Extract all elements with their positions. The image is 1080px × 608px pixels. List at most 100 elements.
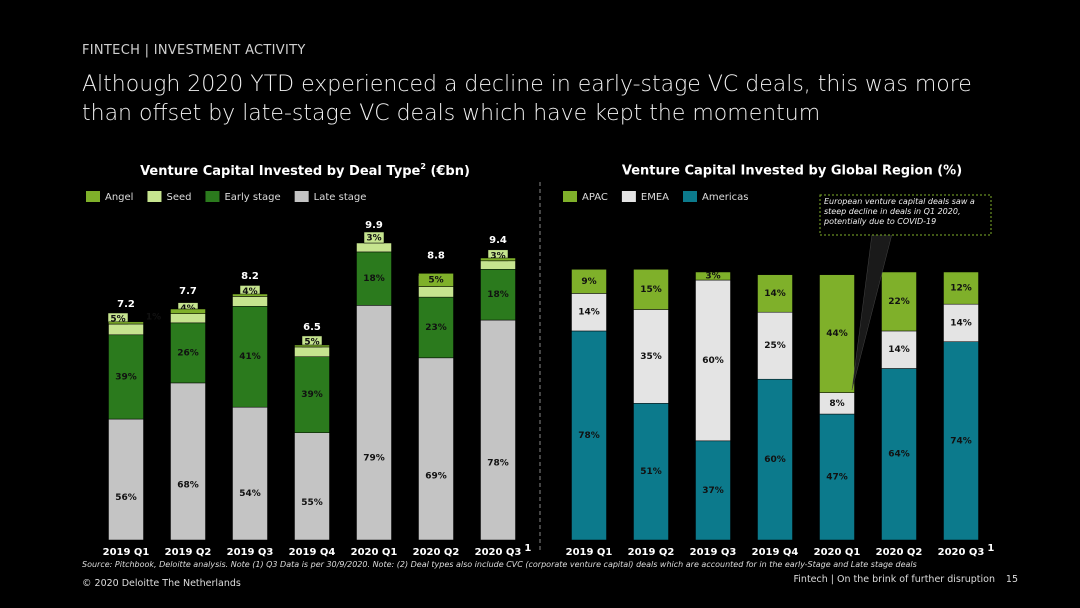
segment-label: 3%	[366, 234, 381, 244]
segment-label: 60%	[702, 356, 724, 366]
x-tick-label: 2019 Q1	[103, 547, 150, 558]
segment-label: 39%	[301, 390, 323, 400]
copyright: © 2020 Deloitte The Netherlands	[82, 578, 241, 589]
x-tick-label: 2020 Q3	[938, 547, 985, 558]
bar-segment	[571, 269, 607, 294]
bar-segment	[232, 406, 268, 541]
segment-label: 51%	[640, 467, 662, 477]
segment-label: 37%	[702, 486, 724, 496]
bar-segment	[108, 321, 144, 325]
segment-label: 68%	[177, 481, 199, 491]
bar-segment	[757, 311, 793, 380]
x-tick-label: 2019 Q1	[566, 547, 613, 558]
bar-segment	[294, 344, 330, 348]
segment-label: 4%	[242, 287, 257, 297]
legend-label: Americas	[702, 192, 748, 203]
bar-segment	[881, 368, 917, 541]
bar-segment	[232, 306, 268, 408]
segment-label: 3%	[490, 251, 505, 261]
segment-label: 5%	[110, 315, 125, 325]
bar-segment	[571, 330, 607, 541]
total-label: 6.5	[303, 322, 321, 333]
x-note: 1	[987, 543, 994, 554]
segment-label: 18%	[487, 290, 509, 300]
segment-label: 56%	[115, 493, 137, 503]
legend-label: Seed	[166, 192, 191, 203]
kicker: FINTECH | INVESTMENT ACTIVITY	[82, 43, 306, 58]
bar-segment	[232, 296, 268, 307]
bar-segment	[633, 403, 669, 541]
chart-title-text: Venture Capital Invested by Deal Type	[140, 164, 420, 179]
bar-segment	[356, 242, 392, 253]
total-label: 7.7	[179, 286, 197, 297]
legend-label: EMEA	[641, 192, 669, 203]
x-tick-label: 2019 Q3	[227, 547, 274, 558]
bar-segment	[480, 269, 516, 321]
segment-label: 1%	[146, 312, 161, 322]
title-unit: (€bn)	[430, 164, 470, 179]
segment-label: 12%	[950, 284, 972, 294]
segment-label: 14%	[578, 308, 600, 318]
segment-label: 78%	[487, 459, 509, 469]
bar-segment	[695, 440, 731, 541]
segment-label: 8%	[829, 399, 844, 409]
legend-label: Late stage	[314, 192, 367, 203]
bar-segment	[170, 313, 206, 324]
segment-label: 69%	[425, 472, 447, 482]
x-tick-label: 2020 Q2	[413, 547, 460, 558]
segment-label: 26%	[177, 348, 199, 358]
bar-segment	[480, 319, 516, 541]
bar-segment	[232, 293, 268, 297]
legend-swatch	[205, 191, 220, 202]
segment-label: 5%	[428, 275, 443, 285]
annotation-box	[819, 194, 992, 236]
segment-label: 41%	[239, 352, 261, 362]
segment-label: 25%	[764, 341, 786, 351]
segment-label: 55%	[301, 498, 323, 508]
bar-segment	[170, 308, 206, 314]
segment-label: 44%	[826, 329, 848, 339]
legend-swatch	[86, 191, 100, 202]
total-label: 8.2	[241, 271, 259, 282]
bar-segment	[633, 269, 669, 310]
annotation-text-box: European venture capital deals saw a ste…	[824, 197, 975, 226]
segment-label: 54%	[239, 489, 261, 499]
label-box	[363, 231, 385, 244]
bar-segment	[418, 273, 454, 287]
bar-segment	[294, 432, 330, 541]
bar-segment	[571, 293, 607, 332]
bar-segment	[819, 274, 855, 393]
chart-title: Venture Capital Invested by Deal Type2 (…	[140, 162, 470, 179]
x-tick-label: 2019 Q3	[690, 547, 737, 558]
segment-label: 23%	[425, 323, 447, 333]
bar-segment	[943, 271, 979, 305]
bar-segment	[757, 274, 793, 313]
bar-segment	[294, 346, 330, 357]
segment-label: 14%	[950, 318, 972, 328]
x-tick-label: 2019 Q2	[628, 547, 675, 558]
headline: Although 2020 YTD experienced a decline …	[82, 72, 972, 126]
bar-segment	[108, 323, 144, 336]
x-tick-label: 2020 Q3	[475, 547, 522, 558]
segment-label: 78%	[578, 431, 600, 441]
legend-swatch	[147, 191, 162, 202]
segment-label: 14%	[888, 345, 910, 355]
bar-segment	[418, 357, 454, 541]
segment-label: 64%	[888, 450, 910, 460]
deck-title: Fintech | On the brink of further disrup…	[793, 574, 995, 585]
legend-swatch	[621, 191, 636, 202]
total-label: 8.8	[427, 250, 445, 261]
bar-segment	[695, 271, 731, 281]
chart-title: Venture Capital Invested by Global Regio…	[622, 164, 962, 179]
bar-segment	[480, 260, 516, 270]
bar-segment	[170, 382, 206, 541]
total-label: 9.9	[365, 220, 383, 231]
segment-label: 35%	[640, 352, 662, 362]
bar-segment	[356, 305, 392, 541]
bar-segment	[418, 286, 454, 298]
legend-swatch	[294, 191, 309, 202]
x-tick-label: 2019 Q4	[752, 547, 799, 558]
bar-segment	[418, 296, 454, 359]
